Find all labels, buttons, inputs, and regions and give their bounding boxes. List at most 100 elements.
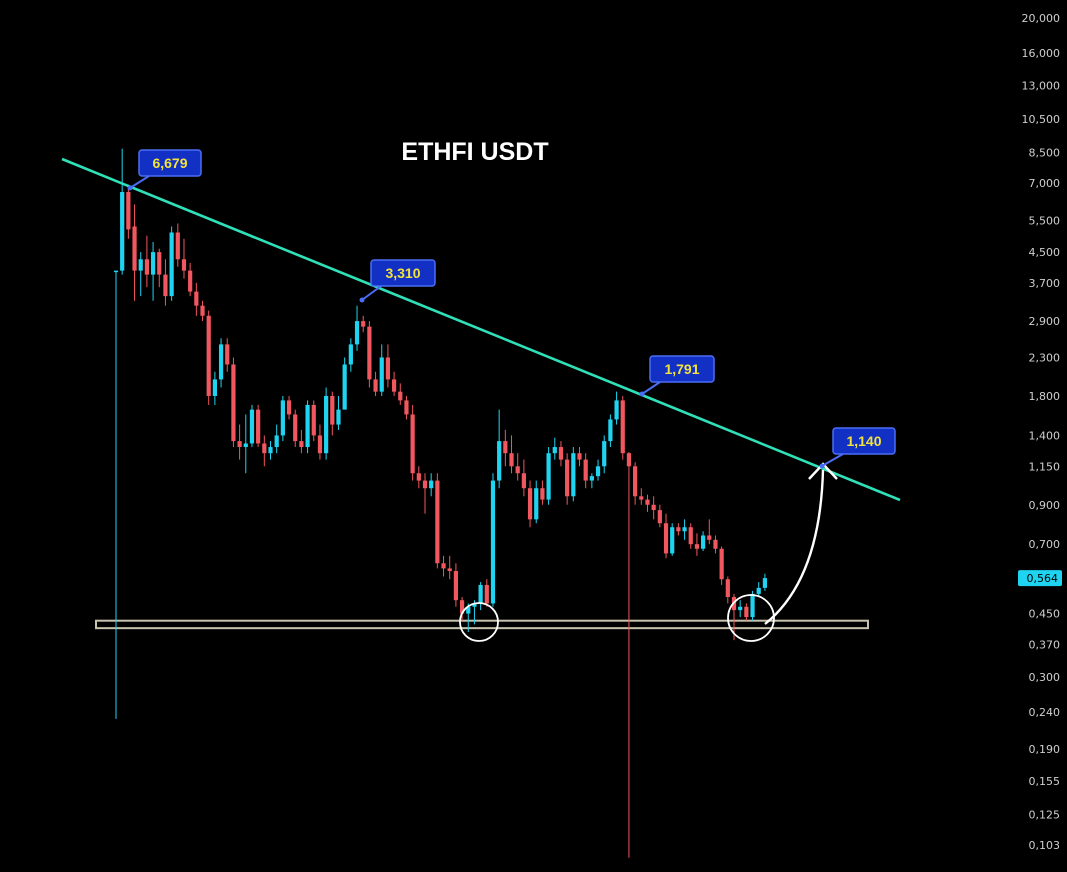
support-touch-circle: [459, 602, 499, 642]
candle-body: [212, 379, 217, 396]
candle: [484, 579, 489, 607]
candle: [317, 424, 323, 460]
callout-label: 6,679: [152, 155, 187, 171]
candle-body: [336, 409, 341, 425]
candle-body: [626, 453, 632, 467]
candle: [719, 546, 724, 585]
candle: [373, 371, 378, 396]
y-tick-label: 1,150: [1029, 460, 1061, 473]
markers-layer: [459, 462, 838, 642]
candle: [237, 424, 242, 460]
candle-body: [416, 473, 421, 481]
candle-body: [243, 443, 248, 448]
candle: [150, 242, 156, 301]
candle-body: [330, 395, 335, 425]
candle-body: [527, 488, 533, 520]
candle-body: [342, 364, 347, 410]
candle: [392, 371, 397, 396]
candle: [144, 235, 149, 288]
candle: [459, 597, 465, 621]
last-price-label: 0,564: [1027, 572, 1059, 585]
y-tick-label: 13,000: [1022, 80, 1061, 93]
candle-body: [633, 466, 638, 497]
candle-body: [367, 326, 372, 380]
candle: [286, 395, 292, 420]
y-tick-label: 1,800: [1029, 390, 1061, 403]
candle: [342, 357, 347, 410]
candle: [645, 494, 650, 512]
candle: [577, 447, 582, 467]
candle-body: [361, 321, 366, 327]
candle: [546, 447, 551, 505]
candle: [398, 383, 403, 405]
y-tick-label: 0,103: [1029, 839, 1061, 852]
candle-body: [608, 419, 613, 442]
candle-body: [453, 571, 458, 601]
y-tick-label: 0,240: [1029, 706, 1061, 719]
candle: [682, 519, 687, 540]
price-callout: 6,679: [127, 149, 202, 191]
candle-body: [268, 447, 273, 454]
y-tick-label: 0,370: [1029, 638, 1061, 651]
candle-body: [614, 400, 619, 420]
callout-label: 1,140: [846, 433, 881, 449]
price-callout: 1,140: [819, 427, 896, 469]
projection-arrow: [764, 469, 825, 625]
y-tick-label: 2,300: [1029, 351, 1061, 364]
candle: [262, 435, 267, 467]
candle-body: [441, 563, 446, 569]
candle-body: [132, 226, 137, 271]
candle: [744, 603, 749, 621]
callout-pointer: [821, 453, 844, 467]
candle-body: [379, 357, 384, 392]
candle: [441, 555, 446, 577]
candle-body: [472, 603, 477, 607]
candle: [521, 459, 526, 497]
candle: [385, 344, 391, 388]
candle-body: [410, 414, 415, 474]
candle-body: [144, 259, 149, 275]
candle: [274, 424, 279, 454]
candle-body: [324, 395, 329, 454]
candle-body: [188, 270, 193, 292]
support-zone-layer: [95, 619, 869, 630]
candle: [181, 238, 187, 279]
y-tick-label: 1,400: [1029, 429, 1061, 442]
callout-anchor-dot: [639, 391, 645, 397]
y-tick-label: 0,155: [1029, 775, 1061, 788]
candle-body: [231, 364, 236, 442]
candle-body: [577, 453, 582, 460]
support-zone: [95, 619, 869, 630]
candle-body: [738, 606, 743, 611]
candle: [354, 305, 360, 351]
candle: [657, 504, 662, 528]
candle-body: [515, 466, 520, 474]
callout-box: [832, 427, 896, 455]
candle: [113, 270, 119, 719]
candle-body: [113, 270, 119, 273]
candle-body: [762, 578, 767, 588]
candle: [367, 321, 372, 388]
candle: [589, 473, 594, 489]
candle: [305, 400, 310, 454]
candle: [416, 466, 421, 489]
candle: [336, 395, 341, 430]
candle-body: [595, 466, 601, 477]
candle-body: [744, 606, 749, 618]
candle-body: [490, 480, 496, 604]
candle-body: [546, 453, 551, 500]
candle: [120, 148, 125, 275]
candle: [268, 441, 273, 460]
candle: [175, 223, 180, 267]
candle: [138, 252, 143, 297]
candles-layer: [113, 148, 767, 858]
candle-body: [478, 584, 483, 604]
candle-body: [602, 441, 607, 467]
candle-body: [429, 480, 434, 489]
candle: [503, 429, 508, 467]
candle-body: [497, 441, 502, 481]
candle-body: [558, 447, 564, 460]
candle: [540, 480, 545, 505]
candle: [583, 453, 588, 489]
